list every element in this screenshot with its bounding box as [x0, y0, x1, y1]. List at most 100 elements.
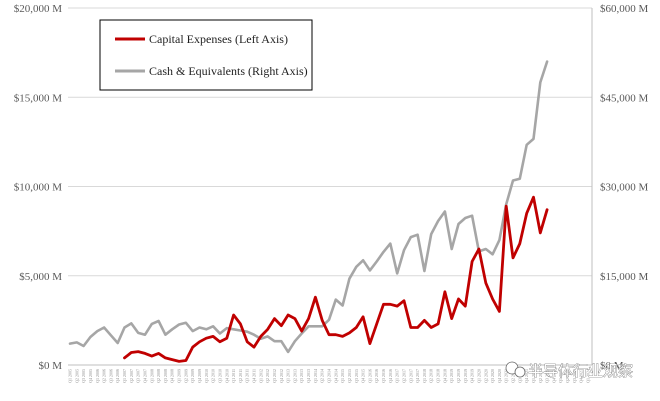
x-tick-label: Q4 2006 — [115, 369, 120, 383]
x-tick-label: Q1 2018 — [422, 369, 427, 383]
right-tick-label: $15,000 M — [600, 271, 649, 283]
x-tick-label: Q1 2005 — [68, 369, 73, 383]
x-tick-label: Q1 2013 — [286, 369, 291, 383]
x-tick-label: Q2 2016 — [374, 369, 379, 383]
right-tick-label: $30,000 M — [600, 182, 649, 194]
x-tick-label: Q2 2005 — [74, 369, 79, 383]
watermark-text: 半导体行业观察 — [528, 362, 633, 380]
legend-box — [99, 19, 313, 91]
x-tick-label: Q3 2013 — [299, 369, 304, 383]
x-tick-label: Q4 2019 — [470, 369, 475, 383]
x-tick-label: Q4 2009 — [197, 369, 202, 383]
x-tick-label: Q4 2012 — [279, 369, 284, 383]
x-tick-label: Q3 2007 — [136, 369, 141, 383]
x-tick-label: Q4 2021 — [524, 369, 529, 383]
x-tick-label: Q3 2018 — [436, 369, 441, 383]
x-axis: Q1 2005 Q2 2005 Q3 2005 Q4 2005 Q1 2006 Q2 20… — [68, 369, 591, 383]
x-tick-label: Q2 2011 — [238, 369, 243, 383]
x-tick-label: Q1 2009 — [177, 369, 182, 383]
x-tick-label: Q4 2010 — [224, 369, 229, 383]
x-tick-label: Q4 2005 — [88, 369, 93, 383]
x-tick-label: Q2 2013 — [292, 369, 297, 383]
series-line-capital-expenses — [123, 195, 549, 363]
x-tick-label: Q3 2011 — [245, 369, 250, 383]
x-tick-label: Q2 2008 — [156, 369, 161, 383]
x-tick-label: Q2 2017 — [401, 369, 406, 383]
x-tick-label: Q3 2023 — [572, 369, 577, 383]
x-tick-label: Q2 2010 — [211, 369, 216, 383]
x-tick-label: Q2 2023 — [565, 369, 570, 383]
x-tick-label: Q4 2013 — [306, 369, 311, 383]
x-tick-label: Q4 2023 — [579, 369, 584, 383]
x-tick-label: Q3 2012 — [272, 369, 277, 383]
right-tick-label: $60,000 M — [600, 3, 649, 15]
x-tick-label: Q1 2006 — [95, 369, 100, 383]
x-tick-label: Q1 2022 — [531, 369, 536, 383]
x-tick-label: Q2 2012 — [265, 369, 270, 383]
x-tick-label: Q4 2015 — [361, 369, 366, 383]
x-tick-label: Q3 2015 — [354, 369, 359, 383]
x-tick-label: Q3 2019 — [463, 369, 468, 383]
x-tick-label: Q2 2021 — [511, 369, 516, 383]
gridlines — [68, 7, 593, 366]
x-tick-label: Q1 2016 — [367, 369, 372, 383]
left-tick-label: $5,000 M — [19, 271, 62, 283]
x-tick-label: Q1 2012 — [258, 369, 263, 383]
x-tick-label: Q1 2023 — [558, 369, 563, 383]
x-tick-label: Q4 2014 — [333, 369, 338, 383]
x-tick-label: Q2 2009 — [183, 369, 188, 383]
x-tick-label: Q1 2020 — [476, 369, 481, 383]
x-tick-label: Q3 2005 — [81, 369, 86, 383]
x-tick-label: Q1 2007 — [122, 369, 127, 383]
watermark: 半导体行业观察 — [505, 361, 633, 380]
x-tick-label: Q1 2021 — [504, 369, 509, 383]
x-tick-label: Q2 2018 — [429, 369, 434, 383]
x-tick-label: Q4 2020 — [497, 369, 502, 383]
x-tick-label: Q2 2014 — [320, 369, 325, 383]
x-tick-label: Q1 2014 — [313, 369, 318, 383]
x-tick-label: Q3 2020 — [490, 369, 495, 383]
legend-label-capex: Capital Expenses (Left Axis) — [149, 32, 288, 46]
series-line-cash-equivalents — [68, 60, 549, 354]
x-tick-label: Q4 2016 — [388, 369, 393, 383]
x-tick-label: Q3 2017 — [408, 369, 413, 383]
right-axis: $0 M $15,000 M $30,000 M $45,000 M $60,000 M — [600, 3, 649, 372]
x-tick-label: Q1 2010 — [204, 369, 209, 383]
x-tick-label: Q2 2019 — [456, 369, 461, 383]
x-tick-label: Q4 2011 — [252, 369, 257, 383]
series-layer — [68, 60, 549, 363]
x-tick-label: Q1 2015 — [340, 369, 345, 383]
legend-label-cash: Cash & Equivalents (Right Axis) — [149, 64, 308, 78]
left-tick-label: $15,000 M — [14, 92, 63, 104]
x-tick-label: Q3 2008 — [163, 369, 168, 383]
left-tick-label: $0 M — [38, 360, 62, 372]
x-tick-label: Q3 2014 — [327, 369, 332, 383]
x-tick-label: Q3 2009 — [190, 369, 195, 383]
x-tick-label: Q3 2006 — [108, 369, 113, 383]
x-tick-label: Q3 2010 — [217, 369, 222, 383]
left-axis: $0 M $5,000 M $10,000 M $15,000 M $20,000 M — [14, 3, 63, 372]
right-tick-label: $0 M — [600, 360, 624, 372]
x-tick-label: Q3 2022 — [545, 369, 550, 383]
legend: Capital Expenses (Left Axis) Cash & Equi… — [99, 19, 313, 91]
x-tick-label: Q1 2011 — [231, 369, 236, 383]
x-tick-label: Q1 2019 — [449, 369, 454, 383]
right-tick-label: $45,000 M — [600, 92, 649, 104]
x-tick-label: Q2 2022 — [538, 369, 543, 383]
x-tick-label: Q4 2018 — [442, 369, 447, 383]
x-tick-label: Q2 2015 — [347, 369, 352, 383]
x-tick-label: Q2 2006 — [102, 369, 107, 383]
wechat-icon — [505, 361, 526, 378]
x-tick-label: Q4 2022 — [551, 369, 556, 383]
x-tick-label: Q4 2008 — [170, 369, 175, 383]
left-tick-label: $20,000 M — [14, 3, 63, 15]
x-tick-label: Q2 2007 — [129, 369, 134, 383]
x-tick-label: Q2 2020 — [483, 369, 488, 383]
x-tick-label: Q4 2007 — [142, 369, 147, 383]
x-tick-label: Q1 2017 — [395, 369, 400, 383]
left-tick-label: $10,000 M — [14, 182, 63, 194]
x-tick-label: Q4 2017 — [415, 369, 420, 383]
x-tick-label: Q3 2016 — [381, 369, 386, 383]
x-tick-label: Q1 2024 — [586, 369, 591, 383]
